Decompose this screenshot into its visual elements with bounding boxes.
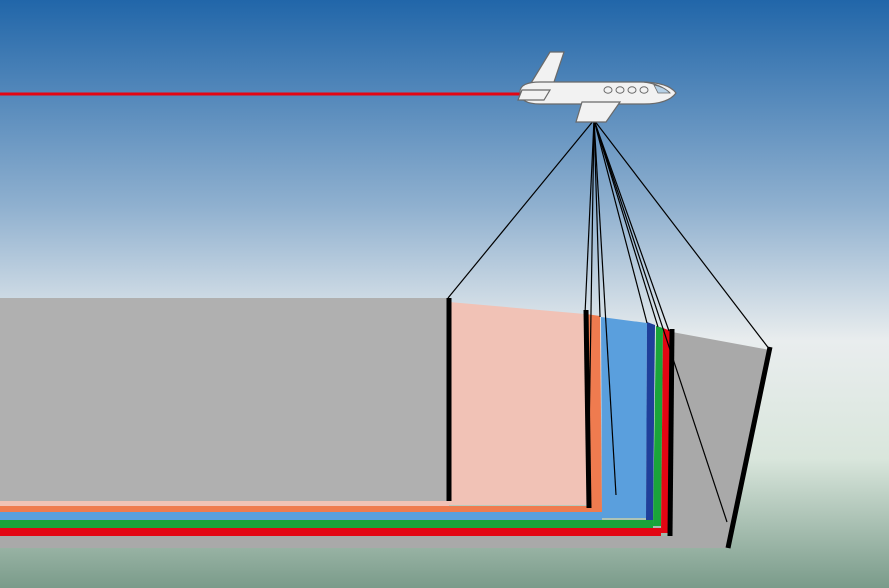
panel-gray-back: [0, 298, 448, 501]
panel-gray-front-stripe: [0, 536, 669, 548]
panel-gray-front-edge-left: [670, 329, 672, 536]
panel-pink: [449, 302, 588, 505]
diagram-scene: [0, 0, 889, 588]
aircraft-hstab: [518, 90, 550, 100]
